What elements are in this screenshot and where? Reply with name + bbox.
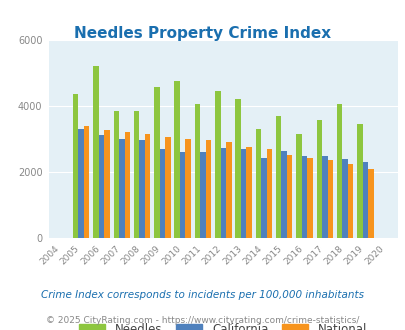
Bar: [341, 159, 347, 238]
Bar: [240, 149, 246, 238]
Bar: [104, 130, 109, 238]
Bar: [281, 151, 286, 238]
Bar: [301, 156, 307, 238]
Bar: [194, 104, 200, 238]
Bar: [185, 139, 190, 238]
Bar: [321, 156, 327, 238]
Bar: [286, 155, 292, 238]
Bar: [200, 152, 205, 238]
Bar: [307, 158, 312, 238]
Bar: [367, 169, 373, 238]
Text: Needles Property Crime Index: Needles Property Crime Index: [74, 26, 331, 41]
Bar: [255, 129, 260, 238]
Bar: [78, 129, 84, 238]
Bar: [134, 111, 139, 238]
Bar: [246, 147, 251, 238]
Bar: [327, 160, 332, 238]
Bar: [174, 81, 179, 238]
Bar: [113, 111, 119, 238]
Bar: [73, 94, 78, 238]
Bar: [215, 91, 220, 238]
Bar: [266, 149, 271, 238]
Bar: [356, 124, 362, 238]
Bar: [179, 152, 185, 238]
Bar: [336, 104, 341, 238]
Bar: [226, 142, 231, 238]
Bar: [347, 164, 352, 238]
Bar: [362, 162, 367, 238]
Bar: [93, 66, 98, 238]
Bar: [220, 148, 226, 238]
Text: © 2025 CityRating.com - https://www.cityrating.com/crime-statistics/: © 2025 CityRating.com - https://www.city…: [46, 315, 359, 325]
Bar: [119, 139, 124, 238]
Bar: [275, 115, 281, 238]
Bar: [124, 132, 130, 238]
Bar: [205, 140, 211, 238]
Bar: [165, 137, 170, 238]
Bar: [154, 87, 159, 238]
Bar: [98, 135, 104, 238]
Bar: [296, 134, 301, 238]
Bar: [316, 120, 321, 238]
Bar: [159, 148, 165, 238]
Bar: [260, 158, 266, 238]
Bar: [84, 126, 89, 238]
Bar: [139, 140, 145, 238]
Bar: [235, 99, 240, 238]
Text: Crime Index corresponds to incidents per 100,000 inhabitants: Crime Index corresponds to incidents per…: [41, 290, 364, 300]
Legend: Needles, California, National: Needles, California, National: [75, 319, 371, 330]
Bar: [145, 134, 150, 238]
